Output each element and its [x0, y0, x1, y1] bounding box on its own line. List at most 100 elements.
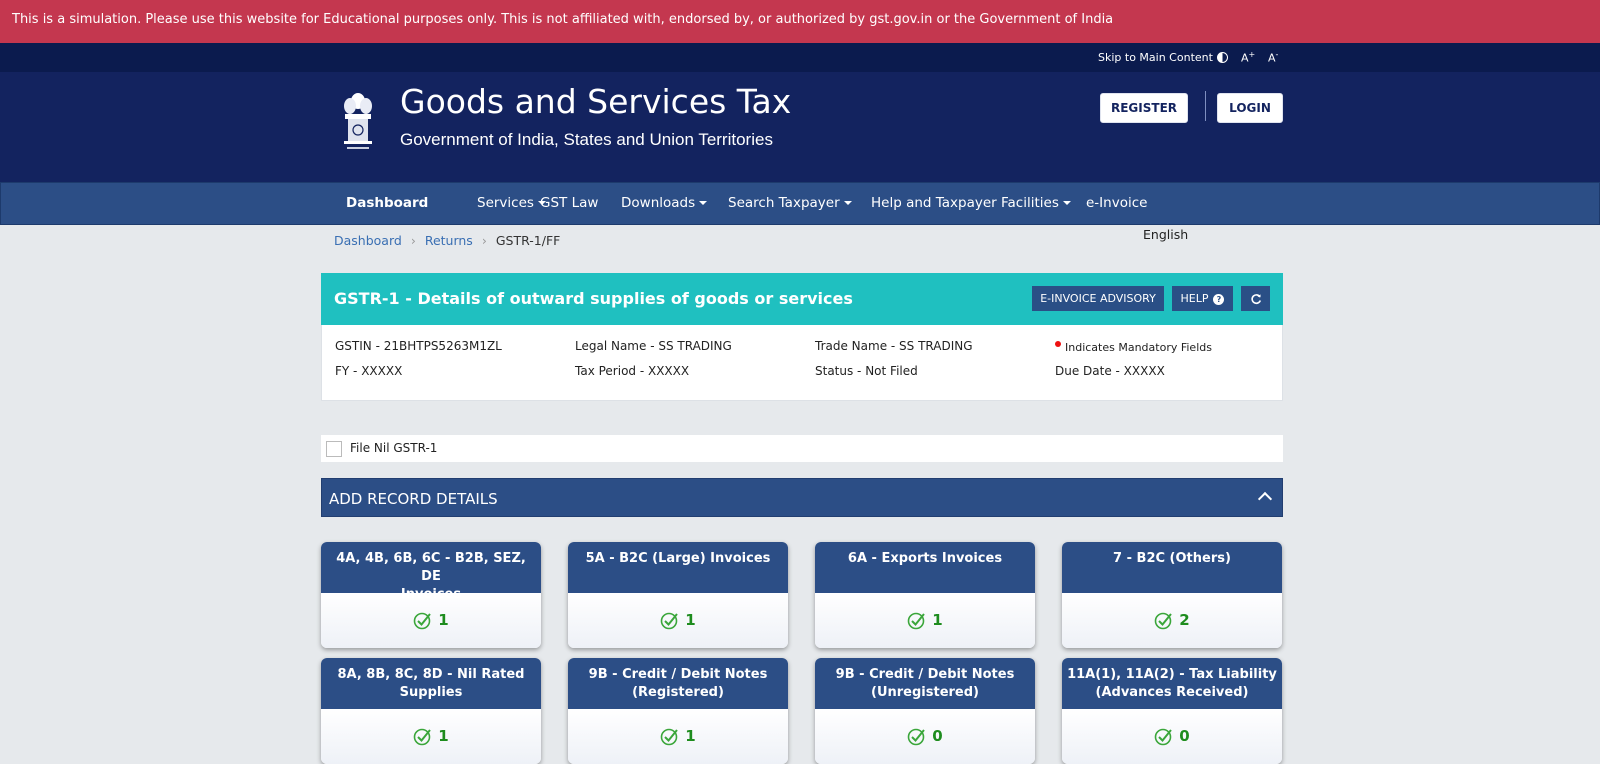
chevron-down-icon: [1062, 201, 1071, 205]
file-nil-row: File Nil GSTR-1: [321, 435, 1283, 462]
tile-nil-rated[interactable]: 8A, 8B, 8C, 8D - Nil Rated Supplies 1: [321, 658, 541, 764]
login-button[interactable]: LOGIN: [1217, 93, 1283, 123]
section-title: ADD RECORD DETAILS: [329, 490, 498, 508]
language-selector[interactable]: English: [1143, 227, 1189, 242]
tile-body: 1: [815, 593, 1035, 648]
breadcrumb-current: GSTR-1/FF: [495, 233, 561, 248]
e-invoice-advisory-button[interactable]: E-INVOICE ADVISORY: [1032, 286, 1164, 311]
tile-body: 1: [568, 593, 788, 648]
tile-cdn-registered[interactable]: 9B - Credit / Debit Notes (Registered) 1: [568, 658, 788, 764]
tile-title-line1: 6A - Exports Invoices: [847, 551, 1003, 566]
site-subtitle: Government of India, States and Union Te…: [400, 130, 773, 149]
tile-count: 1: [438, 610, 449, 629]
help-button[interactable]: HELP?: [1172, 286, 1233, 311]
tile-body: 2: [1062, 593, 1282, 648]
nav-e-invoice[interactable]: e-Invoice: [1086, 195, 1148, 211]
add-record-details-toggle[interactable]: ADD RECORD DETAILS: [321, 478, 1283, 517]
tile-title-line2: Invoices: [400, 587, 462, 602]
utility-bar: Skip to Main Content A+ A-: [0, 43, 1600, 72]
tile-b2c-others[interactable]: 7 - B2C (Others) 2: [1062, 542, 1282, 648]
breadcrumb-dashboard[interactable]: Dashboard: [334, 233, 402, 248]
trade-name-value: Trade Name - SS TRADING: [815, 339, 973, 353]
tile-title: 11A(1), 11A(2) - Tax Liability (Advances …: [1062, 658, 1282, 709]
gstin-value: GSTIN - 21BHTPS5263M1ZL: [335, 339, 502, 353]
tile-cdn-unregistered[interactable]: 9B - Credit / Debit Notes (Unregistered) …: [815, 658, 1035, 764]
breadcrumb-returns[interactable]: Returns: [424, 233, 473, 248]
tile-title-line2: (Registered): [632, 685, 724, 700]
check-circle-icon: [907, 612, 926, 629]
font-decrease-label: A: [1268, 51, 1276, 65]
tile-title: 9B - Credit / Debit Notes (Registered): [568, 658, 788, 709]
breadcrumb-separator-icon: ›: [481, 233, 487, 248]
tile-title-line1: 8A, 8B, 8C, 8D - Nil Rated: [337, 667, 525, 682]
nav-services[interactable]: Services: [477, 183, 546, 224]
national-emblem-icon: [344, 93, 372, 149]
question-icon: ?: [1213, 293, 1225, 305]
site-header: Goods and Services Tax Government of Ind…: [0, 72, 1600, 182]
tile-title: 6A - Exports Invoices: [815, 542, 1035, 593]
check-circle-icon: [413, 612, 432, 629]
site-title: Goods and Services Tax: [400, 82, 792, 121]
tile-b2c-large[interactable]: 5A - B2C (Large) Invoices 1: [568, 542, 788, 648]
tile-exports[interactable]: 6A - Exports Invoices 1: [815, 542, 1035, 648]
contrast-toggle-icon[interactable]: [1217, 52, 1228, 63]
skip-to-main-link[interactable]: Skip to Main Content: [1098, 51, 1213, 64]
nav-dashboard[interactable]: Dashboard: [346, 195, 429, 211]
font-decrease-sup: -: [1275, 50, 1279, 59]
fy-value: FY - XXXXX: [335, 364, 403, 378]
tile-title: 9B - Credit / Debit Notes (Unregistered): [815, 658, 1035, 709]
tile-count: 0: [1179, 726, 1190, 745]
nav-gst-law[interactable]: GST Law: [540, 195, 599, 211]
register-button[interactable]: REGISTER: [1100, 93, 1188, 123]
nav-downloads-label: Downloads: [621, 195, 696, 211]
check-circle-icon: [907, 728, 926, 745]
tile-title-line1: 9B - Credit / Debit Notes: [835, 667, 1015, 682]
tile-title: 4A, 4B, 6B, 6C - B2B, SEZ, DE Invoices: [321, 542, 541, 602]
check-circle-icon: [660, 728, 679, 745]
status-value: Status - Not Filed: [815, 364, 918, 378]
check-circle-icon: [660, 612, 679, 629]
tile-body: 1: [321, 709, 541, 764]
return-title-bar: GSTR-1 - Details of outward supplies of …: [321, 273, 1283, 325]
chevron-down-icon: [537, 201, 546, 205]
breadcrumb: Dashboard › Returns › GSTR-1/FF: [334, 233, 560, 248]
check-circle-icon: [413, 728, 432, 745]
tile-title-line1: 5A - B2C (Large) Invoices: [585, 551, 771, 566]
mandatory-fields-note: Indicates Mandatory Fields: [1055, 341, 1212, 354]
nav-help-taxpayer-facilities[interactable]: Help and Taxpayer Facilities: [871, 183, 1071, 224]
tile-tax-liability-advances[interactable]: 11A(1), 11A(2) - Tax Liability (Advances …: [1062, 658, 1282, 764]
font-increase-button[interactable]: A+: [1241, 50, 1255, 65]
file-nil-checkbox[interactable]: [326, 441, 342, 457]
chevron-up-icon: [1257, 491, 1273, 507]
nav-downloads[interactable]: Downloads: [621, 183, 708, 224]
tile-b2b-sez-de[interactable]: 4A, 4B, 6B, 6C - B2B, SEZ, DE Invoices 1: [321, 542, 541, 648]
main-nav: Dashboard Services GST Law Downloads Sea…: [0, 182, 1600, 225]
tile-title-line1: 11A(1), 11A(2) - Tax Liability: [1067, 667, 1277, 682]
tile-count: 1: [685, 610, 696, 629]
mandatory-dot-icon: [1055, 341, 1061, 347]
chevron-down-icon: [699, 201, 708, 205]
nav-services-label: Services: [477, 195, 534, 211]
nav-search-taxpayer[interactable]: Search Taxpayer: [728, 183, 852, 224]
legal-name-value: Legal Name - SS TRADING: [575, 339, 732, 353]
due-date-value: Due Date - XXXXX: [1055, 364, 1165, 378]
check-circle-icon: [1154, 728, 1173, 745]
simulation-banner: This is a simulation. Please use this we…: [0, 0, 1600, 43]
refresh-button[interactable]: [1241, 286, 1270, 311]
refresh-icon: [1250, 294, 1261, 305]
tax-period-value: Tax Period - XXXXX: [575, 364, 690, 378]
tile-body: 1: [321, 593, 541, 648]
tile-body: 0: [815, 709, 1035, 764]
font-decrease-button[interactable]: A-: [1268, 50, 1278, 65]
tile-count: 0: [932, 726, 943, 745]
return-title: GSTR-1 - Details of outward supplies of …: [334, 289, 853, 308]
tile-title: 5A - B2C (Large) Invoices: [568, 542, 788, 593]
tile-title-line2: (Advances Received): [1095, 685, 1249, 700]
breadcrumb-separator-icon: ›: [410, 233, 416, 248]
tile-title-line1: 9B - Credit / Debit Notes: [588, 667, 768, 682]
tile-count: 1: [932, 610, 943, 629]
help-label: HELP: [1180, 292, 1209, 305]
nav-search-taxpayer-label: Search Taxpayer: [728, 195, 840, 211]
tile-count: 2: [1179, 610, 1190, 629]
nav-help-label: Help and Taxpayer Facilities: [871, 195, 1059, 211]
